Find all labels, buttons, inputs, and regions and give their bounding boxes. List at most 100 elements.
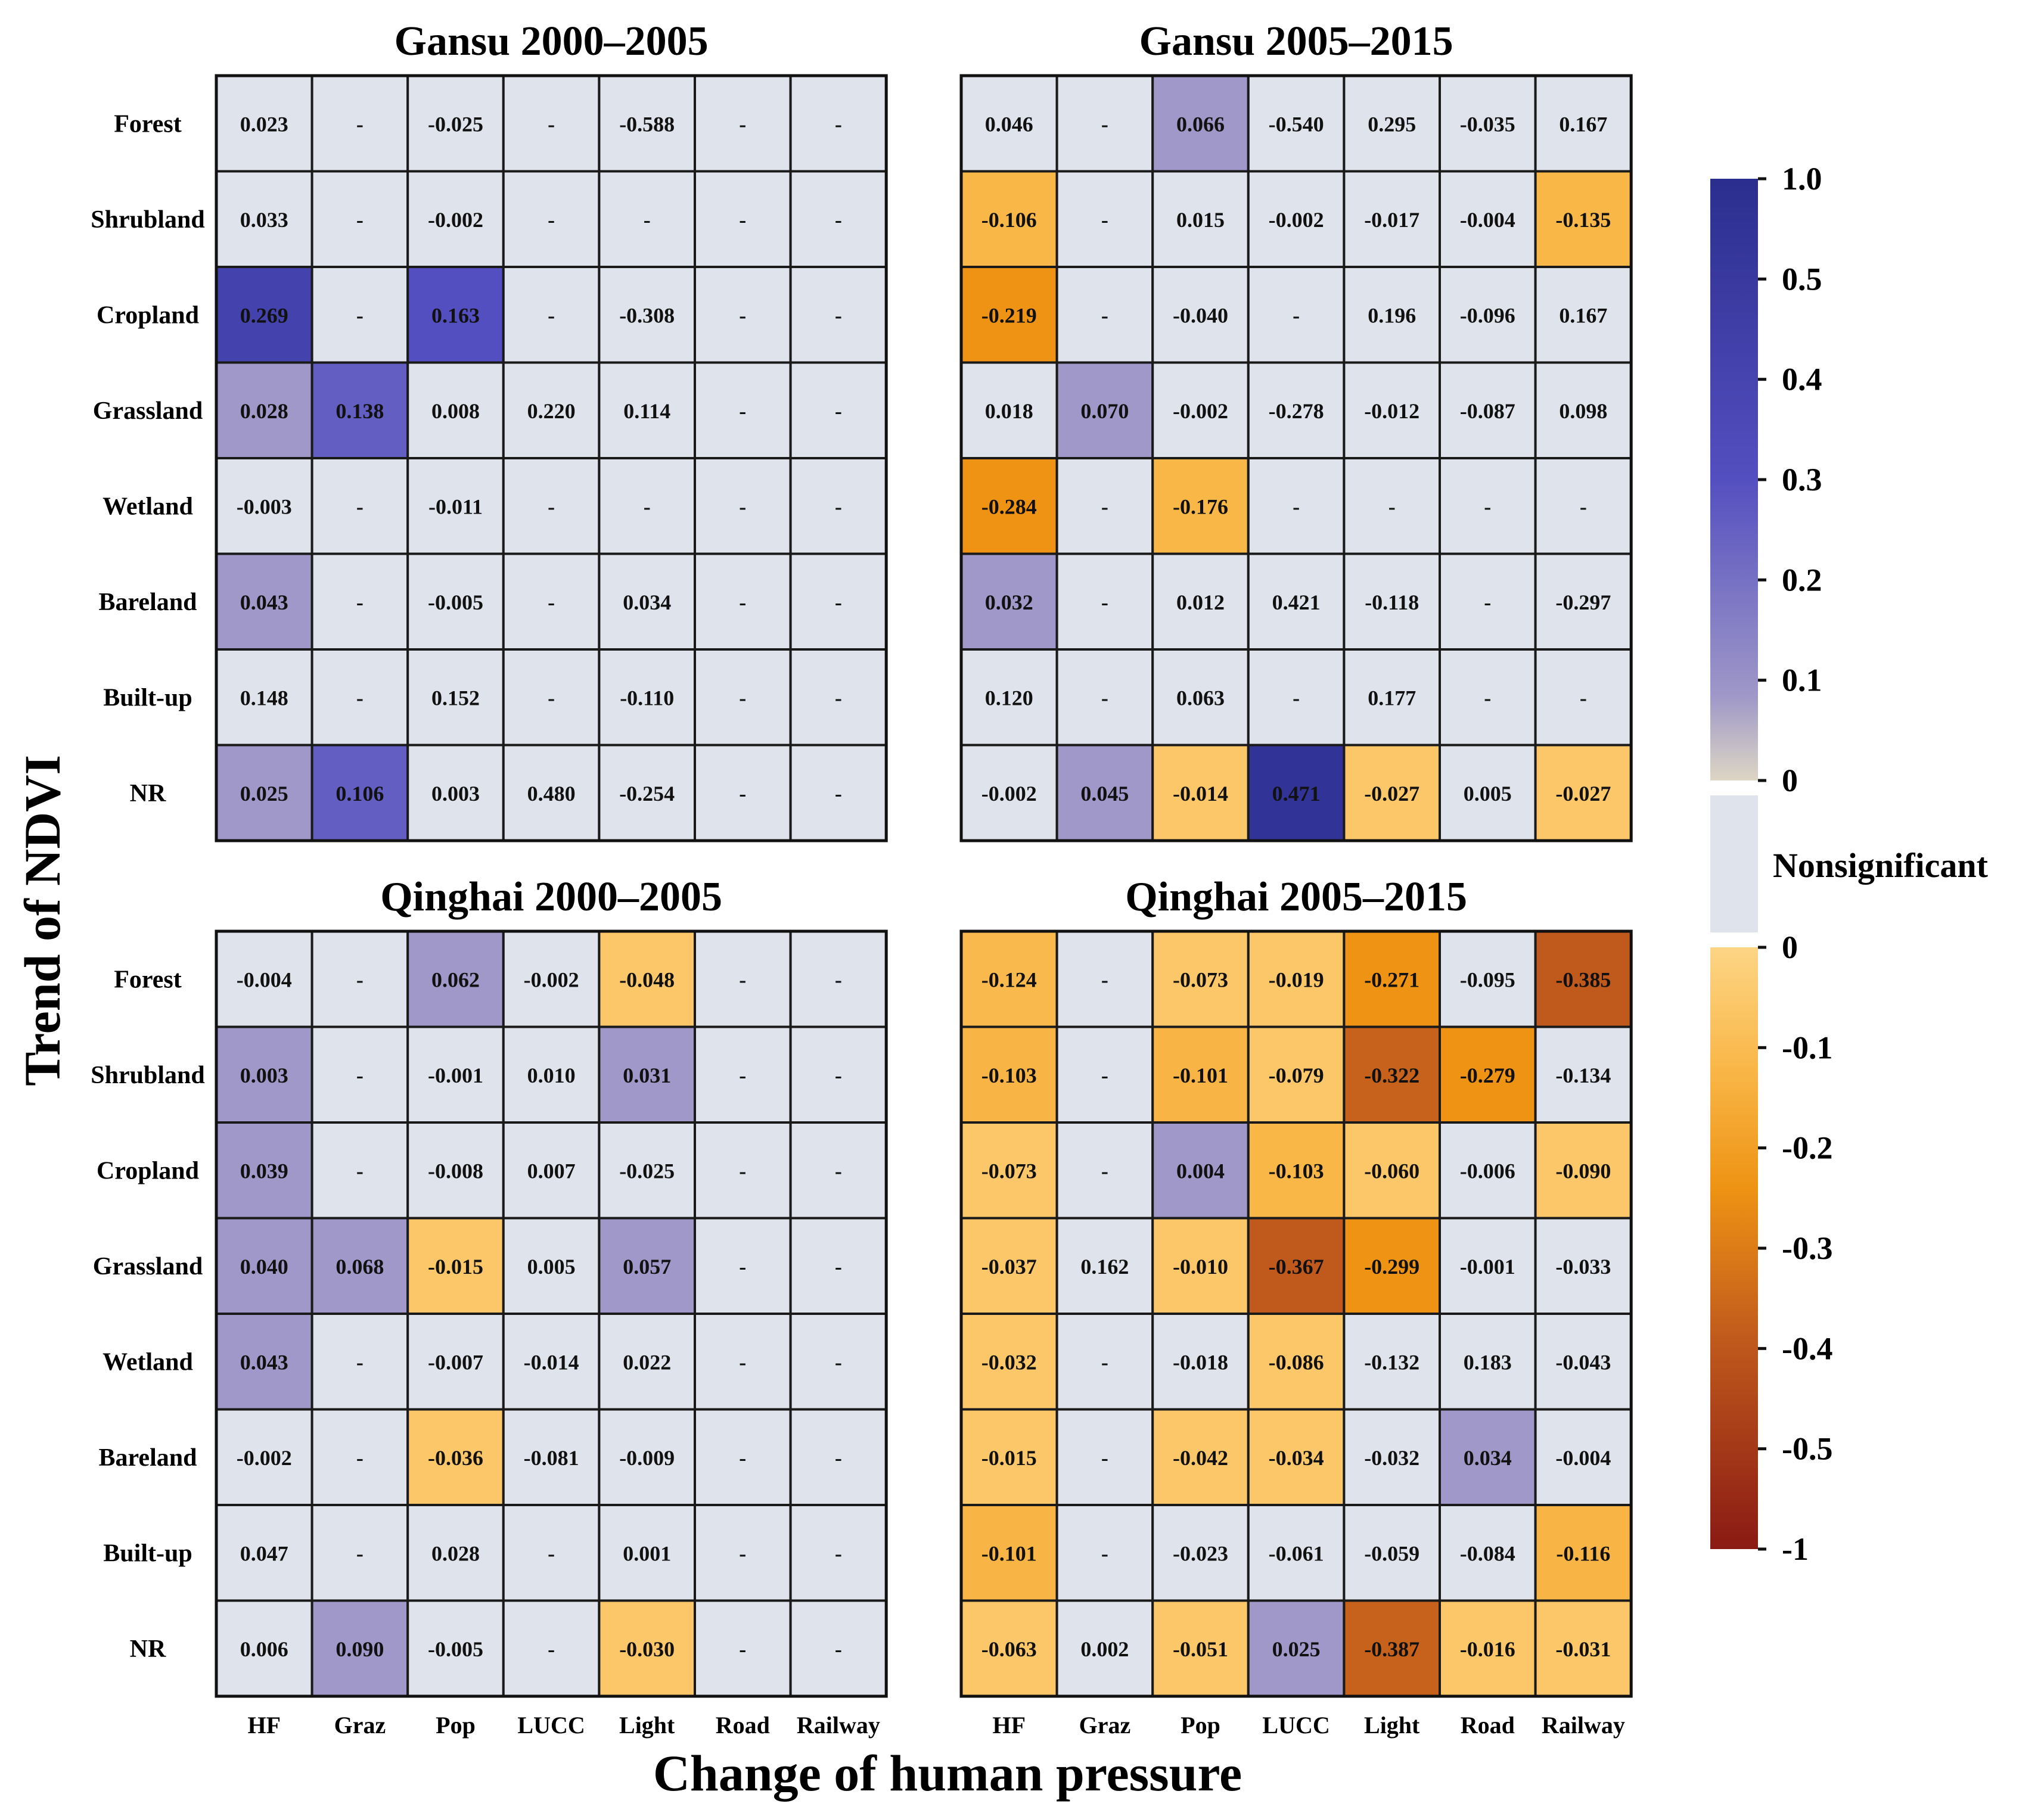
heatmap-cell (502, 648, 601, 747)
cell-value-label: 0.033 (240, 208, 288, 232)
cell-value-label: -0.019 (1269, 968, 1324, 991)
cell-value-label: - (356, 686, 364, 710)
cell-value-label: 0.003 (431, 782, 480, 806)
cell-value-label: 0.025 (1272, 1637, 1321, 1661)
cell-value-label: - (1101, 1446, 1108, 1470)
cell-value-label: -0.297 (1555, 590, 1611, 614)
cell-value-label: -0.002 (428, 208, 483, 232)
heatmap-cell (406, 1121, 505, 1220)
cell-value-label: - (739, 208, 746, 232)
cell-value-label: - (835, 1637, 842, 1661)
cell-value-label: 0.006 (240, 1637, 288, 1661)
cell-value-label: 0.167 (1559, 303, 1607, 327)
cell-value-label: - (1101, 208, 1108, 232)
cell-value-label: -0.118 (1365, 590, 1419, 614)
cell-value-label: - (1101, 968, 1108, 991)
cell-value-label: - (1580, 495, 1587, 518)
heatmap-cell (694, 74, 792, 173)
cell-value-label: 0.012 (1176, 590, 1225, 614)
column-label: Light (619, 1712, 675, 1739)
heatmap-cell (598, 1025, 697, 1124)
cell-value-label: -0.134 (1555, 1064, 1611, 1087)
colorbar-tick-label: 1.0 (1782, 161, 1822, 197)
cell-value-label: - (548, 1541, 555, 1565)
colorbar-tick-label: -0.3 (1782, 1230, 1832, 1266)
heatmap-cell (789, 552, 888, 651)
cell-value-label: - (739, 303, 746, 327)
cell-value-label: - (1101, 495, 1108, 518)
heatmap-cell (1055, 457, 1154, 555)
cell-value-label: -0.002 (1173, 399, 1228, 423)
cell-value-label: 0.004 (1176, 1159, 1225, 1183)
cell-value-label: -0.004 (1555, 1446, 1611, 1470)
heatmap-cell (502, 1313, 601, 1411)
heatmap-cell (1343, 74, 1441, 173)
cell-value-label: -0.034 (1269, 1446, 1324, 1470)
cell-value-label: - (835, 1255, 842, 1279)
cell-value-label: - (356, 495, 364, 518)
cell-value-label: -0.032 (1364, 1446, 1419, 1470)
cell-value-label: -0.087 (1460, 399, 1515, 423)
cell-value-label: 0.034 (623, 590, 671, 614)
cell-value-label: -0.042 (1173, 1446, 1228, 1470)
cell-value-label: -0.008 (428, 1159, 483, 1183)
heatmap-cell (1343, 170, 1441, 268)
cell-value-label: -0.135 (1555, 208, 1611, 232)
cell-value-label: - (356, 590, 364, 614)
cell-value-label: - (548, 208, 555, 232)
heatmap-cell (406, 1313, 505, 1411)
heatmap-cell (1534, 266, 1633, 364)
cell-value-label: -0.086 (1269, 1350, 1324, 1374)
row-label: Cropland (97, 1157, 199, 1184)
cell-value-label: 0.269 (240, 303, 288, 327)
heatmap-cell (1055, 552, 1154, 651)
cell-value-label: - (1101, 1159, 1108, 1183)
heatmap-cell (1055, 170, 1154, 268)
cell-value-label: -0.043 (1555, 1350, 1611, 1374)
cell-value-label: - (1101, 1350, 1108, 1374)
row-label: Built-up (103, 1540, 192, 1567)
cell-value-label: - (835, 686, 842, 710)
cell-value-label: -0.016 (1460, 1637, 1515, 1661)
heatmap-cell (1439, 1313, 1537, 1411)
heatmap-cell (1151, 170, 1250, 268)
heatmap-cell (310, 1504, 409, 1602)
cell-value-label: 0.045 (1080, 782, 1129, 806)
heatmap-cell (1343, 744, 1441, 842)
cell-value-label: -0.004 (237, 968, 292, 991)
cell-value-label: - (835, 1064, 842, 1087)
heatmap-cell (789, 361, 888, 459)
cell-value-label: 0.163 (431, 303, 480, 327)
cell-value-label: -0.308 (619, 303, 675, 327)
cell-value-label: - (356, 1064, 364, 1087)
cell-value-label: - (356, 968, 364, 991)
cell-value-label: -0.002 (524, 968, 579, 991)
heatmap-cell (1534, 930, 1633, 1028)
heatmap-cell (789, 1313, 888, 1411)
colorbar-tick-label: 0.3 (1782, 462, 1822, 497)
cell-value-label: -0.095 (1460, 968, 1515, 991)
cell-value-label: -0.003 (237, 495, 292, 518)
cell-value-label: - (835, 399, 842, 423)
cell-value-label: -0.015 (981, 1446, 1037, 1470)
heatmap-cell (215, 1121, 313, 1220)
heatmap-cell (1247, 170, 1346, 268)
cell-value-label: - (835, 208, 842, 232)
heatmap-cell (598, 1313, 697, 1411)
heatmap-cell (789, 1504, 888, 1602)
heatmap-cell (502, 1504, 601, 1602)
cell-value-label: - (835, 968, 842, 991)
cell-value-label: -0.030 (619, 1637, 675, 1661)
heatmap-panel: Qinghai 2005–2015 -0.124 - -0.073 -0.019 -0.2… (959, 874, 1633, 1739)
heatmap-cell (1439, 457, 1537, 555)
heatmap-cell (1439, 1408, 1537, 1506)
cell-value-label: 0.295 (1368, 112, 1416, 136)
row-label: NR (130, 1635, 166, 1663)
heatmap-cell (215, 552, 313, 651)
cell-value-label: -0.110 (620, 686, 674, 710)
heatmap-cell (310, 74, 409, 173)
heatmap-cell (1439, 744, 1537, 842)
cell-value-label: -0.084 (1460, 1541, 1515, 1565)
heatmap-cell (789, 1408, 888, 1506)
